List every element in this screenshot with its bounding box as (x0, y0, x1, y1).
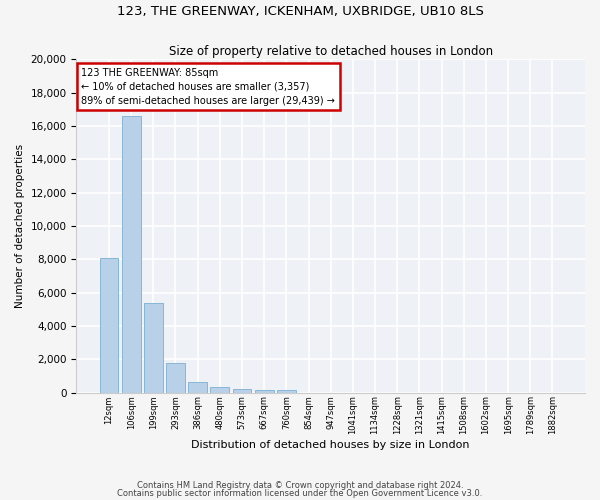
Text: Contains HM Land Registry data © Crown copyright and database right 2024.: Contains HM Land Registry data © Crown c… (137, 481, 463, 490)
Bar (277, 390, 296, 392)
Bar (122, 116, 140, 392)
Text: 123, THE GREENWAY, ICKENHAM, UXBRIDGE, UB10 8LS: 123, THE GREENWAY, ICKENHAM, UXBRIDGE, U… (116, 4, 484, 18)
Bar (144, 304, 163, 392)
Title: Size of property relative to detached houses in London: Size of property relative to detached ho… (169, 45, 493, 58)
Text: 123 THE GREENWAY: 85sqm
← 10% of detached houses are smaller (3,357)
89% of semi: 123 THE GREENWAY: 85sqm ← 10% of detache… (82, 68, 335, 106)
Bar (211, 387, 229, 392)
X-axis label: Distribution of detached houses by size in London: Distribution of detached houses by size … (191, 440, 470, 450)
Bar (255, 390, 274, 392)
Text: Contains public sector information licensed under the Open Government Licence v3: Contains public sector information licen… (118, 488, 482, 498)
Bar (188, 382, 207, 392)
Bar (100, 258, 118, 392)
Y-axis label: Number of detached properties: Number of detached properties (15, 144, 25, 308)
Bar (233, 389, 251, 392)
Bar (166, 362, 185, 392)
